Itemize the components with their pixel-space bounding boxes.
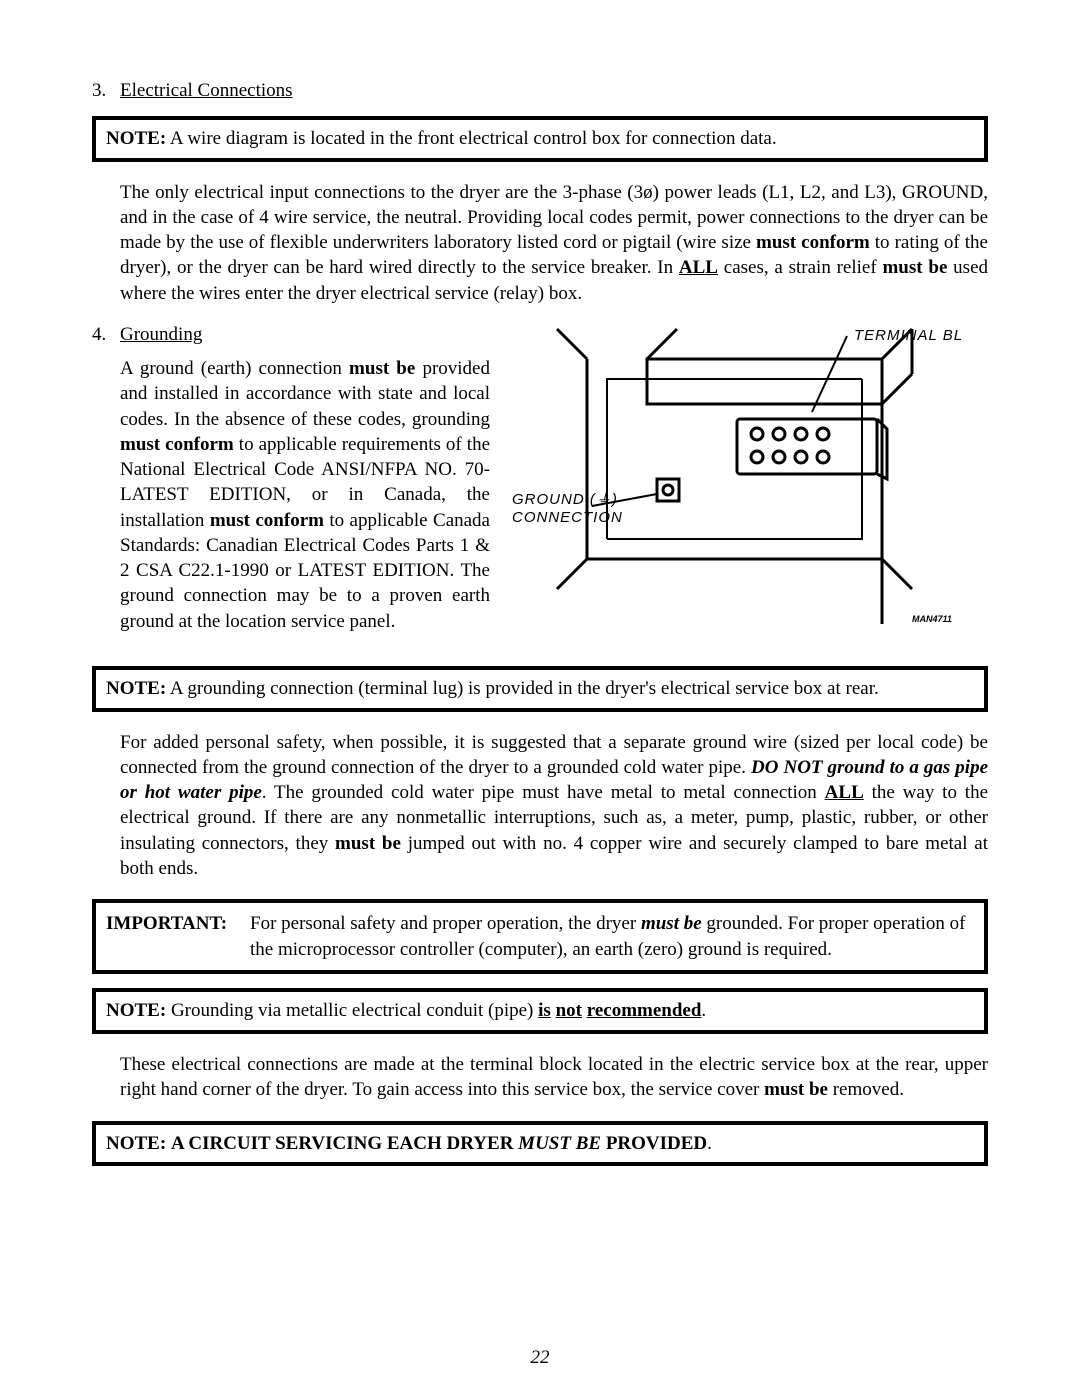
text-bold: must conform [120, 434, 234, 455]
note-label: NOTE: [106, 128, 166, 149]
section-4-heading: 4. Grounding [92, 324, 490, 346]
label-connection: CONNECTION [512, 509, 623, 526]
label-ground: GROUND (⏚) [512, 491, 618, 508]
important-text: For personal safety and proper operation… [250, 911, 974, 962]
text: A ground (earth) connection [120, 358, 349, 379]
note-circuit: NOTE: A CIRCUIT SERVICING EACH DRYER MUS… [92, 1121, 988, 1167]
para-grounding: A ground (earth) connection must be prov… [120, 356, 490, 634]
text: Grounding via metallic electrical condui… [171, 1000, 538, 1021]
text: removed. [828, 1079, 904, 1100]
text-bold: A CIRCUIT SERVICING EACH DRYER [171, 1133, 518, 1154]
text-bold-underline: ALL [679, 257, 718, 278]
terminal-block-diagram: TERMINAL BLOCK GROUND (⏚) CONNECTION MAN… [512, 324, 962, 629]
grounding-row: 4. Grounding A ground (earth) connection… [92, 324, 988, 652]
section-3-heading: 3. Electrical Connections [92, 80, 988, 102]
text-bold-italic: must be [641, 913, 702, 934]
section-number: 4. [92, 324, 120, 346]
note-label: NOTE: [106, 1133, 166, 1154]
text-bold: must conform [210, 510, 324, 531]
text-bold: must be [335, 833, 401, 854]
section-number: 3. [92, 80, 120, 102]
text-bold: must be [764, 1079, 828, 1100]
text-bold-italic: MUST BE [518, 1133, 601, 1154]
text: . [707, 1133, 712, 1154]
section-title: Electrical Connections [120, 80, 293, 102]
para-terminal-location: These electrical connections are made at… [120, 1052, 988, 1103]
manual-page: 3. Electrical Connections NOTE: A wire d… [0, 0, 1080, 1397]
text-bold: must conform [756, 232, 870, 253]
text-bold: must be [349, 358, 415, 379]
para-electrical-input: The only electrical input connections to… [120, 180, 988, 306]
important-grounding: IMPORTANT: For personal safety and prope… [92, 899, 988, 974]
text-bold: must be [882, 257, 947, 278]
note-grounding-lug: NOTE: A grounding connection (terminal l… [92, 666, 988, 712]
text-bold-underline: is [538, 1000, 551, 1021]
text-bold-underline: ALL [825, 782, 864, 803]
note-label: NOTE: [106, 1000, 166, 1021]
text: For personal safety and proper operation… [250, 913, 641, 934]
text: . [701, 1000, 706, 1021]
note-text: A grounding connection (terminal lug) is… [170, 678, 879, 699]
text-bold-underline: not [556, 1000, 582, 1021]
page-number: 22 [0, 1347, 1080, 1369]
section-title: Grounding [120, 324, 202, 346]
text-bold: PROVIDED [601, 1133, 707, 1154]
text: cases, a strain relief [718, 257, 883, 278]
note-text: A wire diagram is located in the front e… [170, 128, 777, 149]
label-terminal-block: TERMINAL BLOCK [854, 327, 962, 344]
diagram-col: TERMINAL BLOCK GROUND (⏚) CONNECTION MAN… [512, 324, 988, 634]
label-drawing-number: MAN4711 [912, 614, 952, 624]
important-label: IMPORTANT: [106, 911, 250, 962]
grounding-text-col: 4. Grounding A ground (earth) connection… [92, 324, 490, 652]
text-bold-underline: recommended [587, 1000, 702, 1021]
note-conduit: NOTE: Grounding via metallic electrical … [92, 988, 988, 1034]
note-wire-diagram: NOTE: A wire diagram is located in the f… [92, 116, 988, 162]
para-personal-safety: For added personal safety, when possible… [120, 730, 988, 882]
text: . The grounded cold water pipe must have… [262, 782, 825, 803]
note-label: NOTE: [106, 678, 166, 699]
